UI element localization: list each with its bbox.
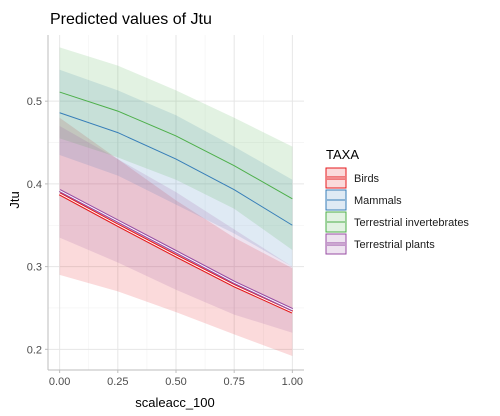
grid: [48, 35, 304, 370]
confidence-band-terrestrial-invertebrates: [59, 47, 293, 251]
x-tick-label: 0.25: [107, 376, 128, 388]
y-axis-label: Jtu: [7, 191, 22, 208]
legend-title: TAXA: [326, 147, 359, 162]
confidence-band-birds: [59, 117, 293, 356]
series-line-core-terrestrial-plants: [59, 190, 293, 311]
legend-label-birds: Birds: [354, 173, 380, 185]
series-line-mammals: [59, 112, 293, 226]
legend-label-mammals: Mammals: [354, 195, 402, 207]
series-line-terrestrial-invertebrates: [59, 91, 293, 200]
legend: TAXA Birds Mammals Terrestrial invertebrat…: [325, 147, 469, 255]
series-lines: [58, 91, 294, 314]
x-tick-label: 0.00: [49, 376, 70, 388]
legend-label-terrestrial-plants: Terrestrial plants: [354, 239, 435, 251]
x-axis-label: scaleacc_100: [135, 395, 215, 410]
confidence-bands: [59, 47, 293, 356]
confidence-band-mammals: [59, 69, 293, 267]
x-tick-label: 0.75: [223, 376, 244, 388]
y-tick-label: 0.4: [27, 179, 42, 191]
y-tick-label: 0.3: [27, 262, 42, 274]
x-tick-label: 0.50: [165, 376, 186, 388]
y-tick-label: 0.2: [27, 344, 42, 356]
axes: 0.00 0.25 0.50 0.75 1.00 0.2 0.3 0.4 0.5: [27, 35, 304, 388]
y-tick-label: 0.5: [27, 96, 42, 108]
legend-label-terrestrial-invertebrates: Terrestrial invertebrates: [354, 217, 469, 229]
chart-title: Predicted values of Jtu: [50, 11, 212, 28]
series-line-core-birds: [59, 193, 293, 313]
x-tick-label: 1.00: [282, 376, 303, 388]
